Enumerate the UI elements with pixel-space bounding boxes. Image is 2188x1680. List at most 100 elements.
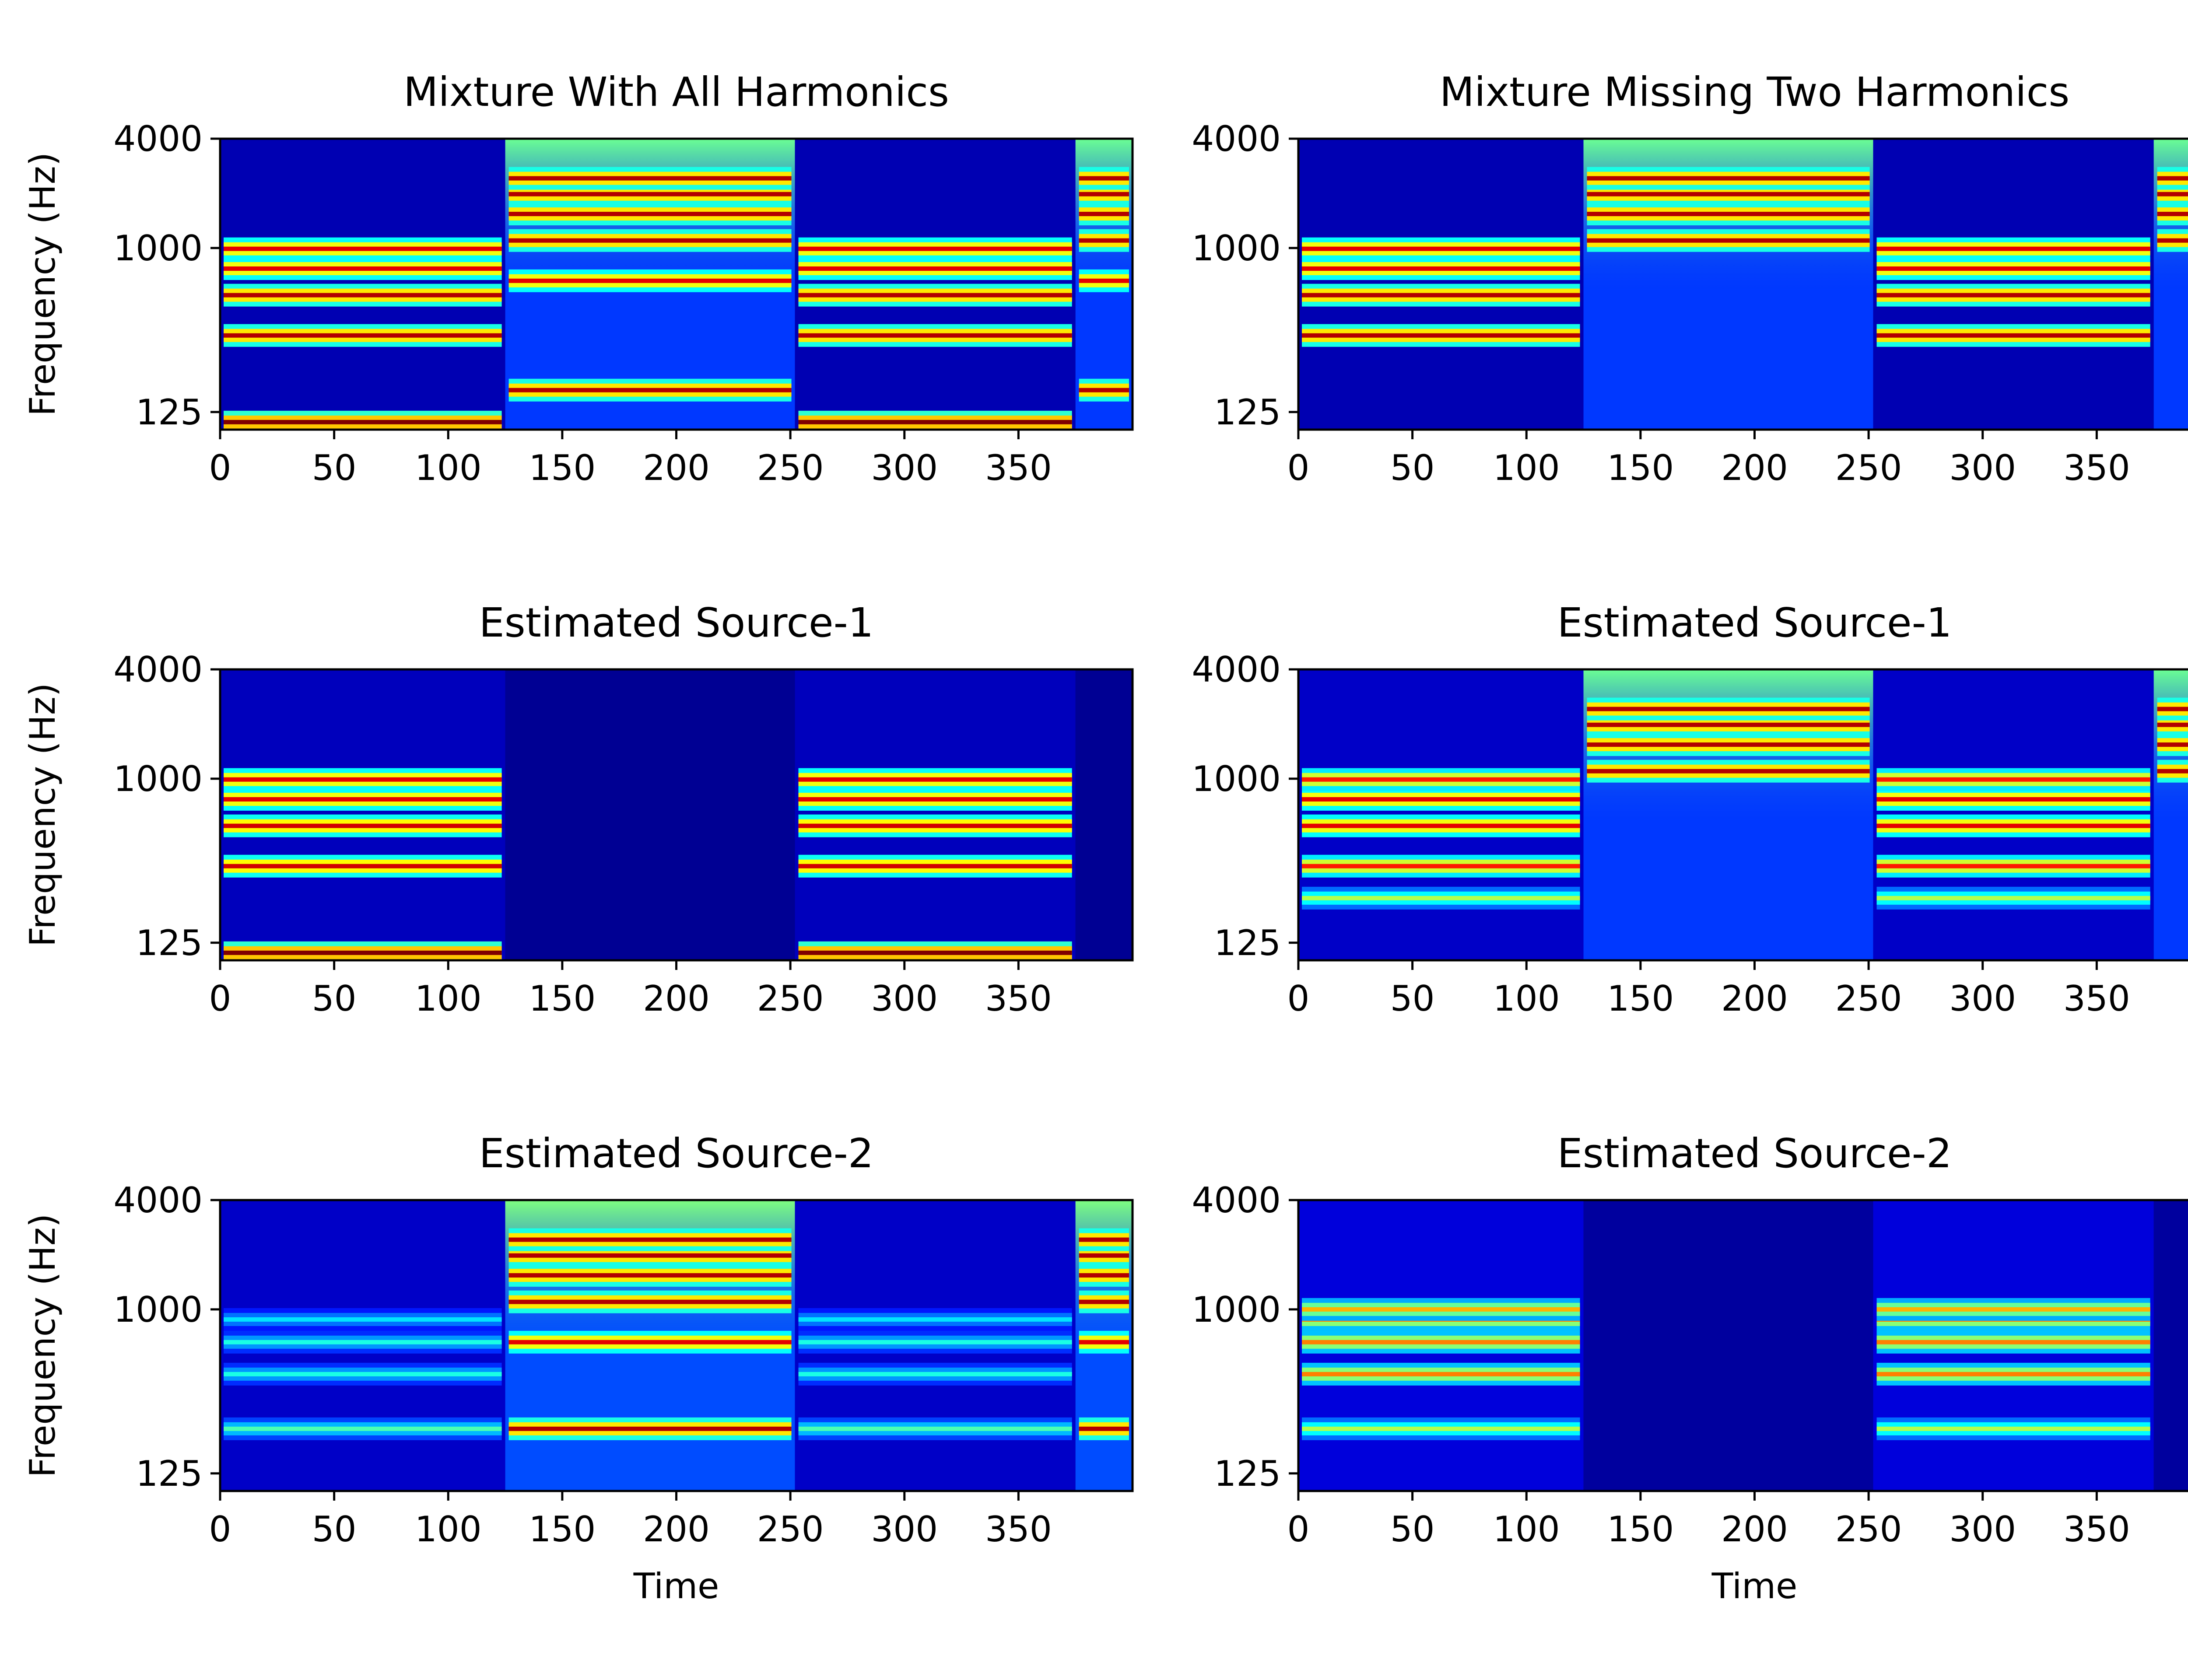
harmonic-band bbox=[1587, 212, 1870, 217]
harmonic-band bbox=[224, 1317, 502, 1322]
harmonic-band bbox=[1302, 823, 1580, 828]
x-tick-label: 50 bbox=[312, 978, 357, 1019]
x-tick-label: 300 bbox=[871, 1509, 938, 1550]
x-tick-label: 300 bbox=[1949, 978, 2016, 1019]
x-axis-label: Time bbox=[1711, 1566, 1798, 1606]
harmonic-band bbox=[1876, 797, 2150, 802]
harmonic-band bbox=[1079, 278, 1129, 283]
harmonic-band bbox=[224, 1372, 502, 1376]
x-tick-label: 250 bbox=[757, 1509, 824, 1550]
segment-background bbox=[1583, 1200, 1873, 1491]
y-axis-label: Frequency (Hz) bbox=[22, 683, 63, 947]
harmonic-band bbox=[1876, 1340, 2150, 1344]
harmonic-band bbox=[798, 1317, 1072, 1322]
x-tick-label: 200 bbox=[1721, 1509, 1788, 1550]
harmonic-band bbox=[1079, 1299, 1129, 1304]
x-tick-label: 200 bbox=[643, 448, 710, 488]
harmonic-band bbox=[508, 212, 792, 217]
harmonic-band bbox=[1587, 192, 1870, 196]
harmonic-band bbox=[798, 797, 1072, 802]
y-tick-label: 1000 bbox=[113, 228, 203, 269]
y-tick-label: 125 bbox=[1214, 923, 1281, 963]
harmonic-band bbox=[224, 823, 502, 828]
harmonic-band bbox=[2157, 722, 2188, 727]
harmonic-band bbox=[1876, 333, 2150, 338]
x-tick-label: 100 bbox=[415, 978, 482, 1019]
harmonic-band bbox=[1587, 742, 1870, 747]
harmonic-band bbox=[508, 192, 792, 196]
y-tick-label: 125 bbox=[136, 392, 203, 433]
x-tick-label: 200 bbox=[643, 978, 710, 1019]
harmonic-band bbox=[1079, 1273, 1129, 1278]
x-tick-label: 150 bbox=[1607, 1509, 1674, 1550]
harmonic-band bbox=[1302, 864, 1580, 868]
harmonic-band bbox=[224, 246, 502, 251]
harmonic-band bbox=[1876, 246, 2150, 251]
y-tick-label: 4000 bbox=[1192, 1180, 1281, 1221]
x-tick-label: 250 bbox=[1835, 1509, 1902, 1550]
x-tick-label: 350 bbox=[985, 1509, 1052, 1550]
x-tick-label: 50 bbox=[1390, 448, 1435, 488]
harmonic-band bbox=[2157, 192, 2188, 196]
harmonic-band bbox=[1587, 769, 1870, 774]
x-tick-label: 50 bbox=[312, 1509, 357, 1550]
harmonic-band bbox=[224, 266, 502, 271]
harmonic-band bbox=[224, 864, 502, 868]
y-tick-label: 125 bbox=[1214, 1453, 1281, 1494]
plot-area bbox=[220, 1200, 1133, 1491]
harmonic-band bbox=[1079, 1340, 1129, 1344]
harmonic-band bbox=[224, 420, 502, 424]
harmonic-band bbox=[508, 1426, 792, 1431]
plot-area bbox=[1298, 139, 2188, 430]
x-tick-label: 0 bbox=[209, 978, 231, 1019]
y-tick-label: 125 bbox=[136, 1453, 203, 1494]
harmonic-band bbox=[798, 333, 1072, 338]
panel-title: Estimated Source-1 bbox=[1557, 599, 1952, 646]
harmonic-band bbox=[1587, 176, 1870, 181]
y-axis-label: Frequency (Hz) bbox=[22, 1214, 63, 1477]
harmonic-band bbox=[224, 1426, 502, 1431]
spectrogram-panel: Estimated Source-2 0 50 100 150 200 250 300 350 4… bbox=[22, 1130, 1134, 1606]
harmonic-band bbox=[508, 1340, 792, 1344]
harmonic-band bbox=[1876, 293, 2150, 298]
x-tick-label: 350 bbox=[985, 448, 1052, 488]
y-tick-label: 1000 bbox=[1192, 1289, 1281, 1330]
harmonic-band bbox=[224, 1340, 502, 1344]
harmonic-band bbox=[798, 1372, 1072, 1376]
x-tick-label: 150 bbox=[529, 978, 596, 1019]
y-tick-label: 1000 bbox=[113, 1289, 203, 1330]
x-tick-label: 0 bbox=[1287, 1509, 1310, 1550]
harmonic-band bbox=[508, 1253, 792, 1258]
x-tick-label: 300 bbox=[1949, 448, 2016, 488]
harmonic-band bbox=[2157, 212, 2188, 217]
harmonic-band bbox=[1079, 176, 1129, 181]
x-tick-label: 350 bbox=[985, 978, 1052, 1019]
harmonic-band bbox=[1587, 722, 1870, 727]
harmonic-band bbox=[798, 950, 1072, 955]
segment-background bbox=[505, 669, 795, 960]
harmonic-band bbox=[798, 293, 1072, 298]
harmonic-band bbox=[798, 246, 1072, 251]
y-tick-label: 125 bbox=[136, 923, 203, 963]
x-tick-label: 0 bbox=[209, 1509, 231, 1550]
x-tick-label: 0 bbox=[1287, 978, 1310, 1019]
harmonic-band bbox=[508, 388, 792, 392]
x-tick-label: 250 bbox=[1835, 978, 1902, 1019]
y-tick-label: 4000 bbox=[113, 649, 203, 690]
harmonic-band bbox=[1302, 246, 1580, 251]
harmonic-band bbox=[1302, 333, 1580, 338]
harmonic-band bbox=[1302, 896, 1580, 900]
harmonic-band bbox=[1302, 1307, 1580, 1312]
x-tick-label: 100 bbox=[415, 1509, 482, 1550]
x-tick-label: 100 bbox=[1493, 1509, 1560, 1550]
x-tick-label: 350 bbox=[2063, 1509, 2130, 1550]
harmonic-band bbox=[1302, 797, 1580, 802]
x-tick-label: 50 bbox=[1390, 978, 1435, 1019]
x-tick-label: 350 bbox=[2063, 978, 2130, 1019]
segment-background bbox=[1075, 669, 1133, 960]
harmonic-band bbox=[2157, 769, 2188, 774]
harmonic-band bbox=[1876, 1307, 2150, 1312]
harmonic-band bbox=[1587, 707, 1870, 711]
harmonic-band bbox=[508, 1299, 792, 1304]
